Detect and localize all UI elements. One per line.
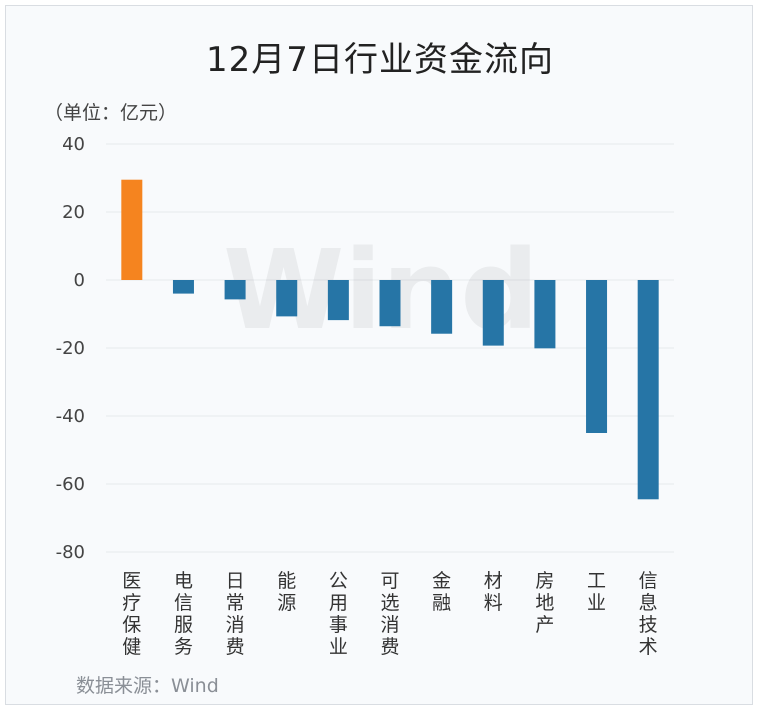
chart-title: 12月7日行业资金流向 <box>206 40 554 80</box>
y-tick-label: 20 <box>62 202 85 223</box>
bar <box>276 280 298 317</box>
bar <box>121 179 143 280</box>
bar <box>431 280 453 334</box>
chart-card: 12月7日行业资金流向 （单位：亿元） Wind 40200-20-40-60-… <box>5 5 753 705</box>
category-label: 金融 <box>432 570 451 614</box>
bar <box>172 280 194 294</box>
bar <box>482 280 504 346</box>
category-label: 日常消费 <box>226 570 245 658</box>
bar <box>379 280 401 327</box>
y-tick-label: -80 <box>56 542 85 563</box>
grid-lines <box>106 143 674 553</box>
category-label: 房地产 <box>535 570 554 636</box>
unit-label: （单位：亿元） <box>44 102 178 124</box>
category-label: 电信服务 <box>174 570 193 658</box>
category-label: 可选消费 <box>380 570 399 658</box>
bar <box>327 280 349 321</box>
y-tick-label: -60 <box>56 474 85 495</box>
category-label: 公用事业 <box>329 570 348 658</box>
bar <box>534 280 556 349</box>
bar <box>637 280 659 500</box>
bar <box>586 280 608 433</box>
y-tick-label: 0 <box>74 270 85 291</box>
category-label: 信息技术 <box>639 570 658 658</box>
y-tick-label: -40 <box>56 406 85 427</box>
category-label: 材料 <box>484 570 503 614</box>
y-axis-ticks: 40 20 0 -20 -40 -60 -80 <box>56 134 85 563</box>
bars <box>121 179 659 500</box>
y-tick-label: -20 <box>56 338 85 359</box>
y-tick-label: 40 <box>62 134 85 155</box>
bar <box>224 280 246 300</box>
category-label: 能源 <box>277 570 296 614</box>
category-label: 工业 <box>587 570 606 614</box>
source-note: 数据来源：Wind <box>76 675 219 697</box>
category-label: 医疗保健 <box>122 570 141 658</box>
